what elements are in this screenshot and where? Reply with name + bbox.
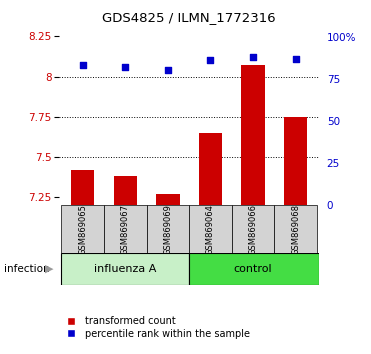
Point — [122, 64, 128, 70]
Text: GSM869066: GSM869066 — [249, 204, 257, 255]
Text: infection: infection — [4, 264, 49, 274]
Text: influenza A: influenza A — [94, 264, 157, 274]
Text: GSM869069: GSM869069 — [163, 204, 173, 255]
Title: GDS4825 / ILMN_1772316: GDS4825 / ILMN_1772316 — [102, 11, 276, 24]
Bar — [62, 205, 104, 253]
Bar — [156, 194, 180, 205]
Point — [165, 68, 171, 73]
Legend: transformed count, percentile rank within the sample: transformed count, percentile rank withi… — [58, 312, 254, 343]
Bar — [114, 176, 137, 205]
Text: GSM869067: GSM869067 — [121, 204, 130, 255]
Text: ▶: ▶ — [45, 264, 54, 274]
Bar — [104, 205, 147, 253]
Bar — [71, 170, 95, 205]
Bar — [199, 133, 222, 205]
Text: GSM869065: GSM869065 — [78, 204, 87, 255]
Point — [250, 54, 256, 60]
Bar — [242, 65, 265, 205]
Point — [207, 57, 213, 63]
Bar — [189, 205, 232, 253]
Bar — [275, 205, 317, 253]
Point — [80, 63, 86, 68]
Bar — [189, 253, 319, 285]
Bar — [147, 205, 189, 253]
Text: GSM869068: GSM869068 — [291, 204, 300, 255]
Bar — [284, 117, 307, 205]
Text: control: control — [234, 264, 272, 274]
Bar — [232, 205, 275, 253]
Bar — [62, 253, 189, 285]
Point — [293, 56, 299, 62]
Text: GSM869064: GSM869064 — [206, 204, 215, 255]
